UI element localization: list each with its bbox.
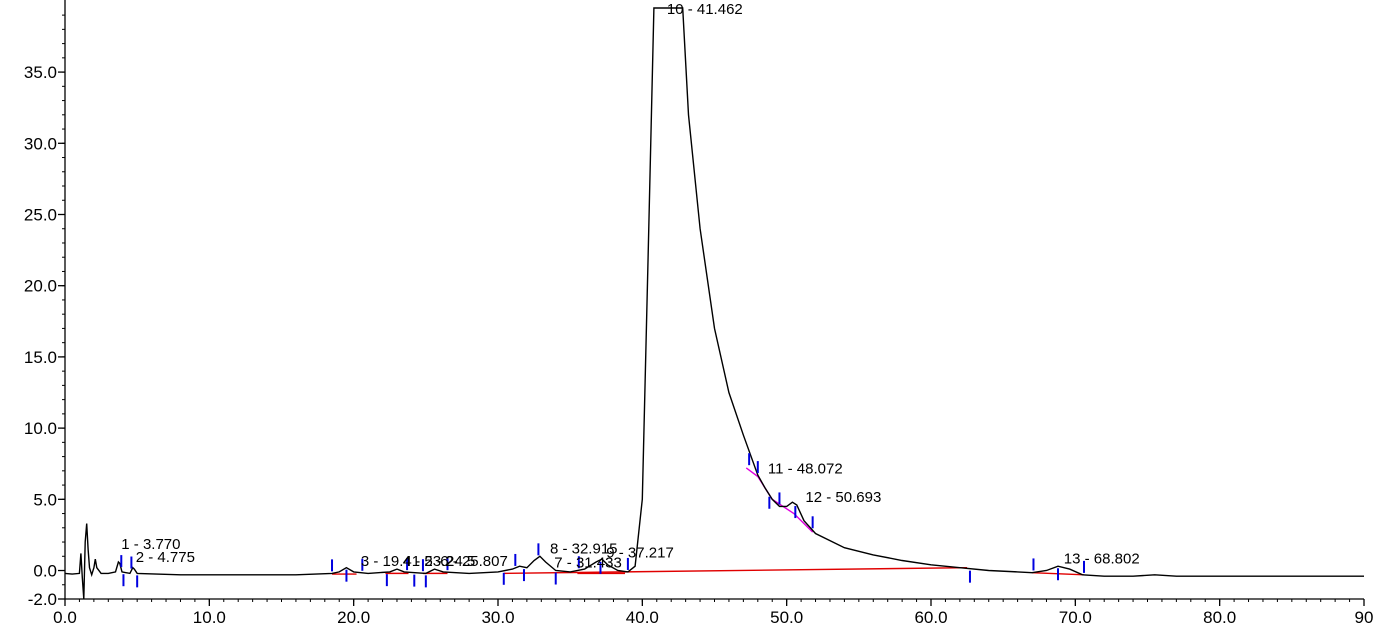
peak-markers-group — [120, 453, 1085, 588]
x-tick-label: 10.0 — [193, 608, 226, 627]
peak-label: 4 - 23.2 — [403, 553, 454, 570]
chromatogram-trace — [64, 7, 1364, 600]
x-tick-label: 40.0 — [626, 608, 659, 627]
peak-label: 5 - 24.5 — [424, 553, 475, 570]
x-tick-label: 0.0 — [53, 608, 77, 627]
y-tick-label: 20.0 — [24, 277, 57, 296]
y-tick-label: 15.0 — [24, 348, 57, 367]
x-tick-label: 60.0 — [914, 608, 947, 627]
x-tick-label: 70.0 — [1059, 608, 1092, 627]
y-tick-label: 0.0 — [33, 562, 57, 581]
y-tick-label: 35.0 — [24, 63, 57, 82]
peak-label: 3 - 19.41 — [361, 553, 420, 570]
peak-label: 12 - 50.693 — [805, 489, 881, 506]
x-tick-label: 20.0 — [337, 608, 370, 627]
peak-label: 11 - 48.072 — [768, 461, 843, 478]
peak-label: 8 - 32.915 — [550, 540, 618, 557]
y-tick-label: 25.0 — [24, 205, 57, 224]
peak-label: 1 - 3.770 — [121, 536, 180, 553]
x-tick-label: 50.0 — [770, 608, 803, 627]
peak-label: 2 - 4.775 — [136, 549, 195, 566]
peak-label: 13 - 68.802 — [1064, 550, 1140, 567]
y-tick-label: 30.0 — [24, 134, 57, 153]
peak-label: 6 - 25.807 — [440, 553, 508, 570]
axes-group: -2.00.05.010.015.020.025.030.035.00.0 10.… — [24, 0, 1374, 627]
y-tick-label: -2.0 — [28, 590, 57, 609]
x-tick-label: 80.0 — [1203, 608, 1236, 627]
y-tick-label: 10.0 — [24, 419, 57, 438]
y-tick-label: 5.0 — [33, 490, 57, 509]
x-tick-label: 30.0 — [481, 608, 514, 627]
peak-label: 10 - 41.462 — [667, 1, 743, 18]
peak-label: 9 - 37.217 — [606, 545, 674, 562]
integration-baseline — [503, 566, 968, 575]
peak-label: 7 - 31.433 — [554, 555, 622, 572]
x-tick-label: 90 — [1355, 608, 1374, 627]
